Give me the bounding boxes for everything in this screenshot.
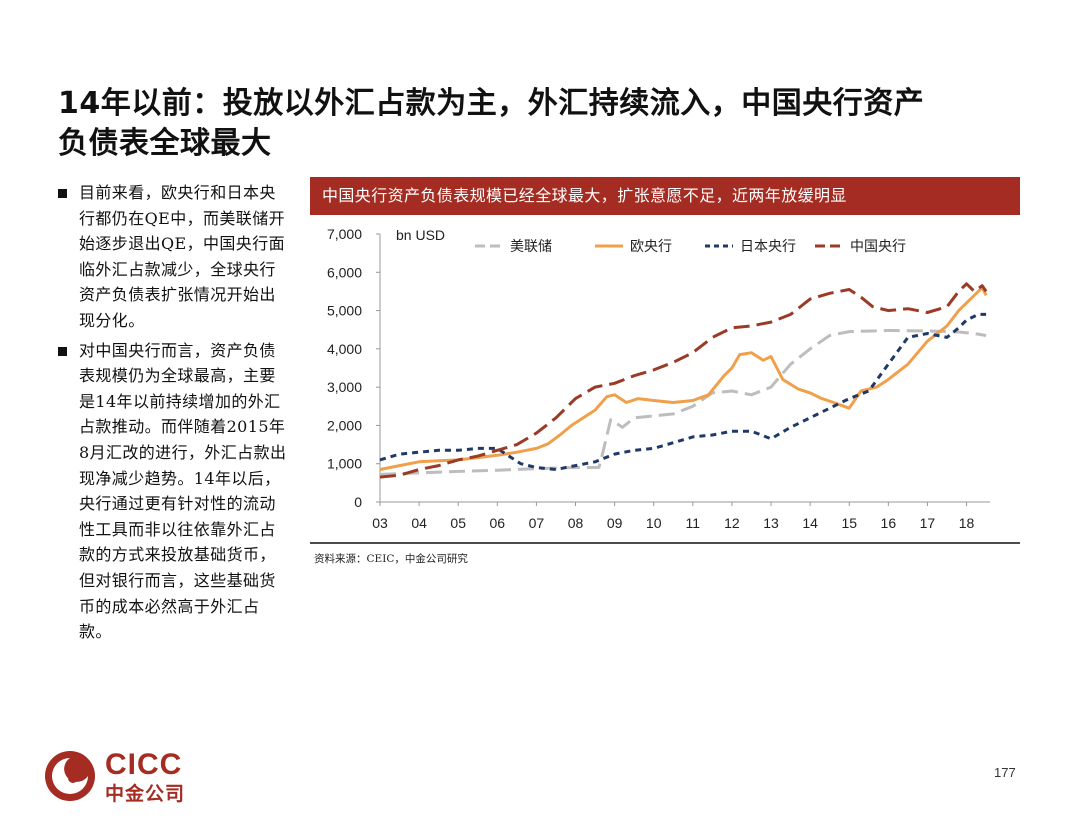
legend-label: 欧央行	[630, 239, 672, 255]
page-number: 177	[994, 765, 1016, 780]
bullet-item: 对中国央行而言，资产负债表规模仍为全球最高，主要是14年以前持续增加的外汇占款推…	[58, 338, 290, 645]
x-tick-label: 13	[763, 515, 779, 531]
y-tick-label: 0	[354, 494, 362, 510]
x-tick-label: 06	[490, 515, 506, 531]
page-title-line2: 负债表全球最大	[58, 126, 272, 161]
x-axis: 03 04 05 06 07 08 09 10 11 12 13 14 15 16 17 18	[372, 501, 990, 531]
x-tick-label: 12	[724, 515, 740, 531]
square-bullet-icon	[58, 346, 67, 356]
logo-swirl-icon	[52, 758, 88, 794]
x-tick-label: 10	[646, 515, 662, 531]
x-tick-label: 17	[920, 515, 936, 531]
series-line-0	[379, 329, 987, 476]
x-tick-label: 09	[607, 515, 623, 531]
x-tick-label: 03	[372, 515, 388, 531]
source-note: 资料来源：CEIC，中金公司研究	[314, 553, 468, 565]
legend-label: 美联储	[510, 239, 552, 255]
chart-legend: 美联储 欧央行 日本央行 中国央行	[475, 239, 906, 255]
x-tick-label: 11	[686, 515, 701, 531]
legend-label: 日本央行	[740, 239, 796, 255]
y-axis-unit-label: bn USD	[396, 227, 445, 243]
y-tick-label: 2,000	[327, 417, 362, 433]
x-tick-label: 18	[959, 515, 975, 531]
title-block: 14年以前：投放以外汇占款为主，外汇持续流入，中国央行资产 负债表全球最大	[58, 84, 1018, 164]
bullet-text: 目前来看，欧央行和日本央行都仍在QE中，而美联储开始逐步退出QE，中国央行面临外…	[79, 183, 285, 330]
y-tick-label: 5,000	[327, 303, 362, 319]
series-line-3	[379, 282, 988, 479]
x-tick-label: 07	[529, 515, 545, 531]
x-tick-label: 15	[841, 515, 857, 531]
x-tick-label: 05	[450, 515, 466, 531]
legend-label: 中国央行	[850, 239, 906, 255]
cicc-logo-icon	[45, 751, 95, 801]
logo-text-en: CICC	[105, 748, 183, 781]
y-tick-label: 6,000	[327, 264, 362, 280]
y-axis: 0 1,000 2,000 3,000 4,000 5,000 6,000 7,000	[327, 226, 381, 510]
x-tick-label: 04	[411, 515, 427, 531]
y-tick-label: 4,000	[327, 341, 362, 357]
page-title: 14年以前：投放以外汇占款为主，外汇持续流入，中国央行资产 负债表全球最大	[58, 84, 1018, 164]
bullet-text: 对中国央行而言，资产负债表规模仍为全球最高，主要是14年以前持续增加的外汇占款推…	[79, 340, 287, 642]
series-line-2	[379, 312, 987, 471]
chart-title-banner: 中国央行资产负债表规模已经全球最大，扩张意愿不足，近两年放缓明显	[310, 177, 1020, 215]
logo-text-cn: 中金公司	[105, 783, 186, 805]
x-tick-label: 08	[568, 515, 584, 531]
x-tick-label: 16	[881, 515, 897, 531]
y-tick-label: 1,000	[327, 456, 362, 472]
y-tick-label: 7,000	[327, 226, 362, 242]
series-line-1	[379, 286, 988, 471]
page-title-line1: 14年以前：投放以外汇占款为主，外汇持续流入，中国央行资产	[58, 86, 925, 121]
bullet-list: 目前来看，欧央行和日本央行都仍在QE中，而美联储开始逐步退出QE，中国央行面临外…	[58, 180, 290, 649]
logo-dot-icon	[68, 773, 78, 783]
square-bullet-icon	[58, 189, 67, 198]
series-layer	[379, 282, 988, 479]
y-tick-label: 3,000	[327, 379, 362, 395]
x-tick-label: 14	[802, 515, 818, 531]
bullet-item: 目前来看，欧央行和日本央行都仍在QE中，而美联储开始逐步退出QE，中国央行面临外…	[58, 180, 290, 334]
